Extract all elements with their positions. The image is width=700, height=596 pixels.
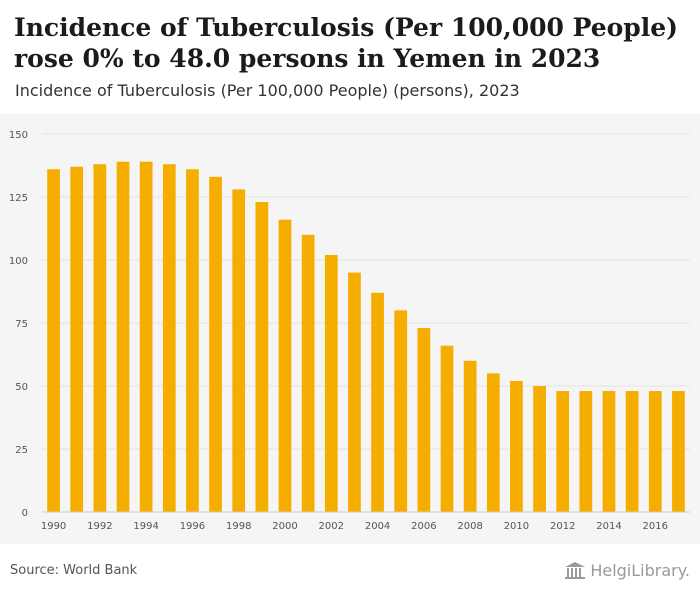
bar-2011 [533,386,546,512]
bar-2014 [602,391,616,512]
bar-2003 [348,272,361,512]
chart-title: Incidence of Tuberculosis (Per 100,000 P… [14,13,679,73]
bar-1993 [116,161,130,512]
x-tick-label: 2000 [272,521,297,532]
x-tick-label: 2002 [319,521,344,532]
bar-1992 [93,164,107,513]
y-tick-label: 0 [22,508,28,519]
y-tick-label: 100 [9,256,28,267]
x-tick-label: 1998 [226,521,251,532]
bar-1997 [209,176,222,512]
bar-2007 [440,345,454,512]
bar-2009 [486,373,500,512]
bar-2008 [463,360,477,512]
bar-1996 [186,169,199,512]
x-tick-label: 2010 [504,521,529,532]
bar-2000 [278,219,292,512]
bar-2001 [301,234,315,513]
bar-2016 [648,391,662,512]
x-tick-label: 1990 [41,521,66,532]
helgi-library-logo[interactable]: HelgiLibrary. [564,561,690,580]
library-building-icon [565,561,586,579]
logo-text: HelgiLibrary. [590,561,690,580]
bar-2015 [625,391,639,512]
x-tick-label: 1996 [180,521,205,532]
bar-2012 [556,391,570,512]
y-tick-label: 75 [15,319,28,330]
bar-2006 [417,328,431,512]
y-tick-label: 150 [9,130,28,141]
x-tick-label: 1992 [87,521,112,532]
x-tick-label: 2008 [457,521,482,532]
bar-chart: 0 25 50 75 100 125 150 1990 1992 1994 1996 1998 2000… [9,130,690,532]
bar-2005 [394,310,408,512]
x-tick-label: 2012 [550,521,575,532]
bar-1994 [139,161,153,512]
source-note: Source: World Bank [10,563,138,578]
chart-area: 0 25 50 75 100 125 150 1990 1992 1994 1996 1998 2000… [0,114,700,544]
y-tick-label: 125 [9,193,28,204]
chart-subtitle: Incidence of Tuberculosis (Per 100,000 P… [15,81,520,100]
bar-2004 [371,292,384,512]
bar-2017 [672,391,685,512]
x-tick-label: 2014 [596,521,621,532]
bar-1990 [47,169,60,512]
bar-1995 [162,164,176,513]
x-tick-label: 2016 [643,521,668,532]
y-tick-label: 25 [15,445,28,456]
bar-2002 [324,254,338,512]
bar-2013 [579,391,593,512]
y-tick-label: 50 [15,382,28,393]
bar-1998 [232,189,246,512]
x-tick-label: 2006 [411,521,436,532]
x-tick-label: 1994 [133,521,158,532]
bar-1991 [70,166,84,512]
bar-2010 [510,380,523,512]
x-tick-label: 2004 [365,521,390,532]
bar-1999 [255,202,269,512]
